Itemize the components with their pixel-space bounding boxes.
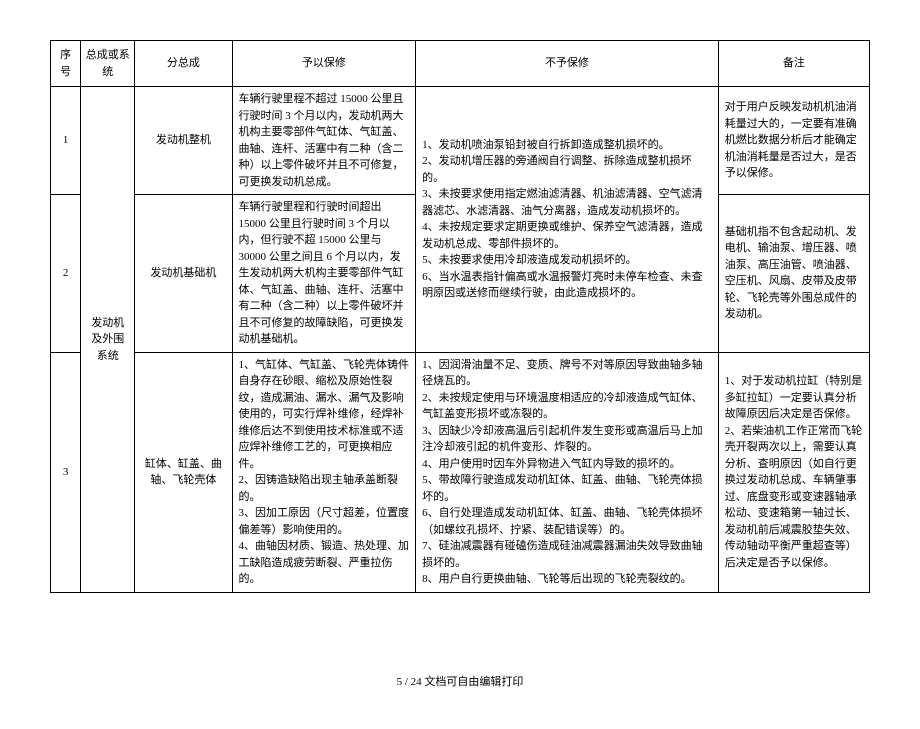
cell-sub: 缸体、缸盖、曲轴、飞轮壳体: [135, 352, 232, 592]
cell-seq: 2: [51, 195, 81, 353]
header-remark: 备注: [718, 41, 869, 87]
cell-remark: 对于用户反映发动机机油消耗量过大的，一定要有准确机燃比数据分析后才能确定机油消耗…: [718, 87, 869, 195]
cell-warranty: 车辆行驶里程不超过 15000 公里且行驶时间 3 个月以内，发动机两大机构主要…: [232, 87, 416, 195]
header-system: 总成或系统: [81, 41, 135, 87]
cell-seq: 3: [51, 352, 81, 592]
cell-system: 发动机及外围系统: [81, 87, 135, 593]
header-warranty: 予以保修: [232, 41, 416, 87]
cell-no-warranty: 1、因润滑油量不足、变质、牌号不对等原因导致曲轴多轴径烧瓦的。2、未按规定使用与…: [416, 352, 719, 592]
header-seq: 序号: [51, 41, 81, 87]
cell-remark: 基础机指不包含起动机、发电机、输油泵、增压器、喷油泵、高压油管、喷油器、空压机、…: [718, 195, 869, 353]
cell-seq: 1: [51, 87, 81, 195]
cell-remark: 1、对于发动机拉缸（特别是多缸拉缸）一定要认真分析故障原因后决定是否保修。2、若…: [718, 352, 869, 592]
table-row: 1 发动机及外围系统 发动机整机 车辆行驶里程不超过 15000 公里且行驶时间…: [51, 87, 870, 195]
cell-no-warranty: 1、发动机喷油泵铅封被自行拆卸造成整机损坏的。2、发动机增压器的旁通阀自行调整、…: [416, 87, 719, 353]
cell-sub: 发动机基础机: [135, 195, 232, 353]
page-footer: 5 / 24 文档可自由编辑打印: [50, 673, 870, 689]
header-no-warranty: 不予保修: [416, 41, 719, 87]
header-sub: 分总成: [135, 41, 232, 87]
cell-warranty: 1、气缸体、气缸盖、飞轮壳体铸件自身存在砂眼、缩松及原始性裂纹，造成漏油、漏水、…: [232, 352, 416, 592]
cell-warranty: 车辆行驶里程和行驶时间超出 15000 公里且行驶时间 3 个月以内，但行驶不超…: [232, 195, 416, 353]
table-row: 3 缸体、缸盖、曲轴、飞轮壳体 1、气缸体、气缸盖、飞轮壳体铸件自身存在砂眼、缩…: [51, 352, 870, 592]
cell-sub: 发动机整机: [135, 87, 232, 195]
table-header-row: 序号 总成或系统 分总成 予以保修 不予保修 备注: [51, 41, 870, 87]
warranty-table: 序号 总成或系统 分总成 予以保修 不予保修 备注 1 发动机及外围系统 发动机…: [50, 40, 870, 593]
